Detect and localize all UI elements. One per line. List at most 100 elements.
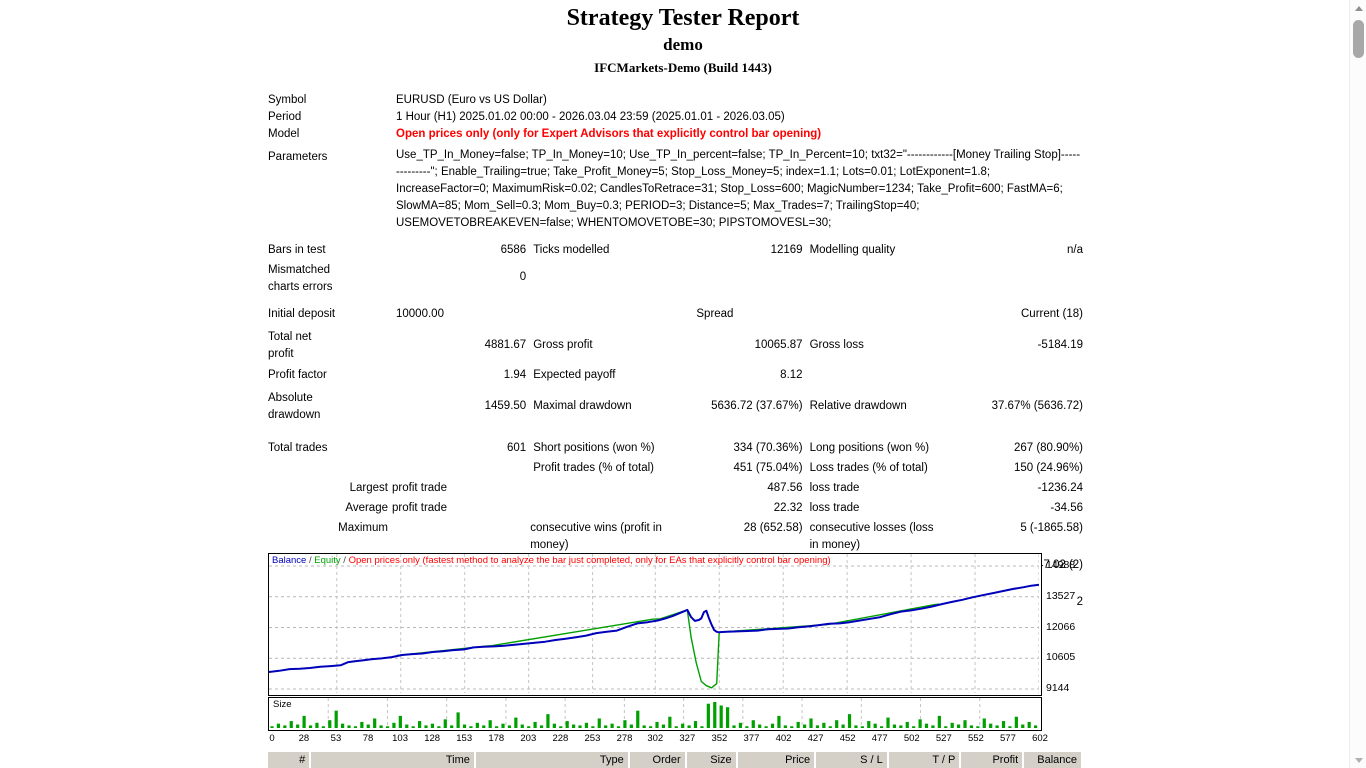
scroll-up-arrow-icon[interactable] [1350, 0, 1366, 17]
period-label: Period [268, 111, 302, 123]
row-average: Average profit trade 22.32 loss trade -3… [268, 497, 1083, 517]
mismatched-label-line2: charts errors [268, 281, 333, 293]
gross-loss-value: -5184.19 [1037, 339, 1083, 351]
size-label: Size [273, 699, 292, 710]
row-total-trades: Total trades 601 Short positions (won %)… [268, 440, 1083, 457]
y-tick-label: 10605 [1046, 651, 1076, 664]
volume-plot: Size [268, 697, 1042, 731]
x-tick-label: 203 [520, 733, 537, 744]
max-consecutive-losses-label: consecutive losses (loss in money) [809, 522, 934, 551]
net-profit-label-line1: Total net [268, 331, 312, 343]
parameters-label: Parameters [268, 151, 328, 163]
row-largest: Largest profit trade 487.56 loss trade -… [268, 477, 1083, 497]
model-label: Model [268, 128, 300, 140]
column-header[interactable]: Order [629, 752, 685, 768]
vertical-scrollbar[interactable] [1349, 0, 1366, 768]
column-header[interactable]: Price [737, 752, 815, 768]
relative-drawdown-value: 37.67% (5636.72) [991, 400, 1083, 412]
report-sheet: Symbol EURUSD (Euro vs US Dollar) Period… [268, 92, 1083, 611]
x-tick-label: 352 [711, 733, 728, 744]
spacer [268, 232, 1083, 242]
long-positions-value: 267 (80.90%) [1013, 442, 1083, 454]
total-net-profit-value: 4881.67 [484, 339, 527, 351]
maximum-label: Maximum [338, 522, 388, 534]
gross-profit-value: 10065.87 [754, 339, 803, 351]
x-tick-label: 28 [298, 733, 310, 744]
y-tick-label: 9144 [1046, 682, 1070, 694]
x-tick-label: 153 [456, 733, 473, 744]
column-header[interactable]: T / P [888, 752, 960, 768]
x-tick-label: 402 [775, 733, 792, 744]
spread-value: Current (18) [1021, 308, 1083, 320]
largest-profit-trade-value: 487.56 [767, 482, 803, 494]
model-value: Open prices only (only for Expert Adviso… [396, 128, 822, 140]
scrollbar-thumb[interactable] [1353, 20, 1364, 58]
x-tick-label: 0 [269, 733, 275, 744]
x-tick-label: 477 [871, 733, 888, 744]
y-tick-label: 14988 [1046, 559, 1076, 571]
x-tick-label: 302 [647, 733, 664, 744]
avg-consecutive-losses-value: 2 [1076, 596, 1083, 608]
column-header[interactable]: S / L [816, 752, 887, 768]
server-name: IFCMarkets-Demo (Build 1443) [594, 60, 772, 75]
balance-equity-svg [269, 554, 1040, 693]
equity-chart: Balance / Equity / Open prices only (fas… [268, 553, 1042, 731]
x-tick-label: 278 [616, 733, 633, 744]
profit-factor-label: Profit factor [268, 369, 327, 381]
bars-in-test-value: 6586 [500, 244, 527, 256]
max-consecutive-wins-value: 28 (652.58) [743, 522, 803, 534]
x-tick-label: 577 [1000, 733, 1016, 744]
symbol-value: EURUSD (Euro vs US Dollar) [396, 94, 547, 106]
maximal-drawdown-value: 5636.72 (37.67%) [711, 400, 803, 412]
loss-trades-label: Loss trades (% of total) [809, 462, 928, 474]
total-trades-label: Total trades [268, 442, 328, 454]
short-positions-label: Short positions (won %) [533, 442, 655, 454]
column-header[interactable]: Profit [961, 752, 1023, 768]
balance-equity-plot: Balance / Equity / Open prices only (fas… [268, 553, 1042, 696]
row-parameters: Parameters Use_TP_In_Money=false; TP_In_… [268, 143, 1083, 232]
x-tick-label: 228 [552, 733, 569, 744]
gross-loss-label: Gross loss [809, 339, 864, 351]
x-tick-label: 377 [743, 733, 760, 744]
row-bars-in-test: Bars in test 6586 Ticks modelled 12169 M… [268, 242, 1083, 259]
row-symbol: Symbol EURUSD (Euro vs US Dollar) [268, 92, 1083, 109]
column-header[interactable]: # [268, 752, 310, 768]
largest-loss-trade-value: -1236.24 [1037, 482, 1083, 494]
long-positions-label: Long positions (won %) [809, 442, 930, 454]
report-header: Strategy Tester Report demo IFCMarkets-D… [0, 0, 1366, 77]
y-tick-label: 12066 [1046, 620, 1076, 633]
x-tick-label: 253 [584, 733, 601, 744]
row-absolute-drawdown: Absolute drawdown 1459.50 Maximal drawdo… [268, 384, 1083, 424]
row-model: Model Open prices only (only for Expert … [268, 126, 1083, 143]
column-header[interactable]: Balance [1024, 752, 1082, 768]
column-header[interactable]: Size [686, 752, 736, 768]
row-profit-factor: Profit factor 1.94 Expected payoff 8.12 [268, 363, 1083, 384]
profit-trades-label: Profit trades (% of total) [533, 462, 654, 474]
profit-factor-value: 1.94 [503, 369, 527, 381]
max-consecutive-losses-value: 5 (-1865.58) [1020, 522, 1083, 534]
column-header[interactable]: Time [311, 752, 474, 768]
total-trades-value: 601 [507, 442, 527, 454]
ticks-modelled-label: Ticks modelled [533, 244, 610, 256]
legend-sep-1: / [306, 555, 315, 566]
scroll-down-arrow-icon[interactable] [1350, 751, 1366, 768]
x-tick-label: 452 [839, 733, 856, 744]
legend-equity: Equity [314, 555, 341, 566]
ticks-modelled-value: 12169 [770, 244, 803, 256]
net-profit-label-line2: profit [268, 348, 294, 360]
row-maximum-consecutive: Maximum consecutive wins (profit in mone… [268, 517, 1083, 554]
column-header[interactable]: Type [475, 752, 628, 768]
x-tick-label: 502 [903, 733, 920, 744]
series-balance [269, 583, 1040, 673]
mismatched-errors-value: 0 [519, 271, 527, 283]
x-tick-label: 128 [424, 733, 441, 744]
average-loss-trade-label: loss trade [809, 502, 860, 514]
modelling-quality-label: Modelling quality [809, 244, 896, 256]
average-label: Average [345, 502, 388, 514]
max-consecutive-wins-label: consecutive wins (profit in money) [530, 522, 662, 551]
mismatched-errors-label: Mismatched charts errors [268, 259, 392, 296]
volume-svg [270, 698, 1038, 728]
y-axis-labels: 14988 13527 12066 10605 9144 [1046, 553, 1106, 703]
x-tick-label: 53 [330, 733, 342, 744]
